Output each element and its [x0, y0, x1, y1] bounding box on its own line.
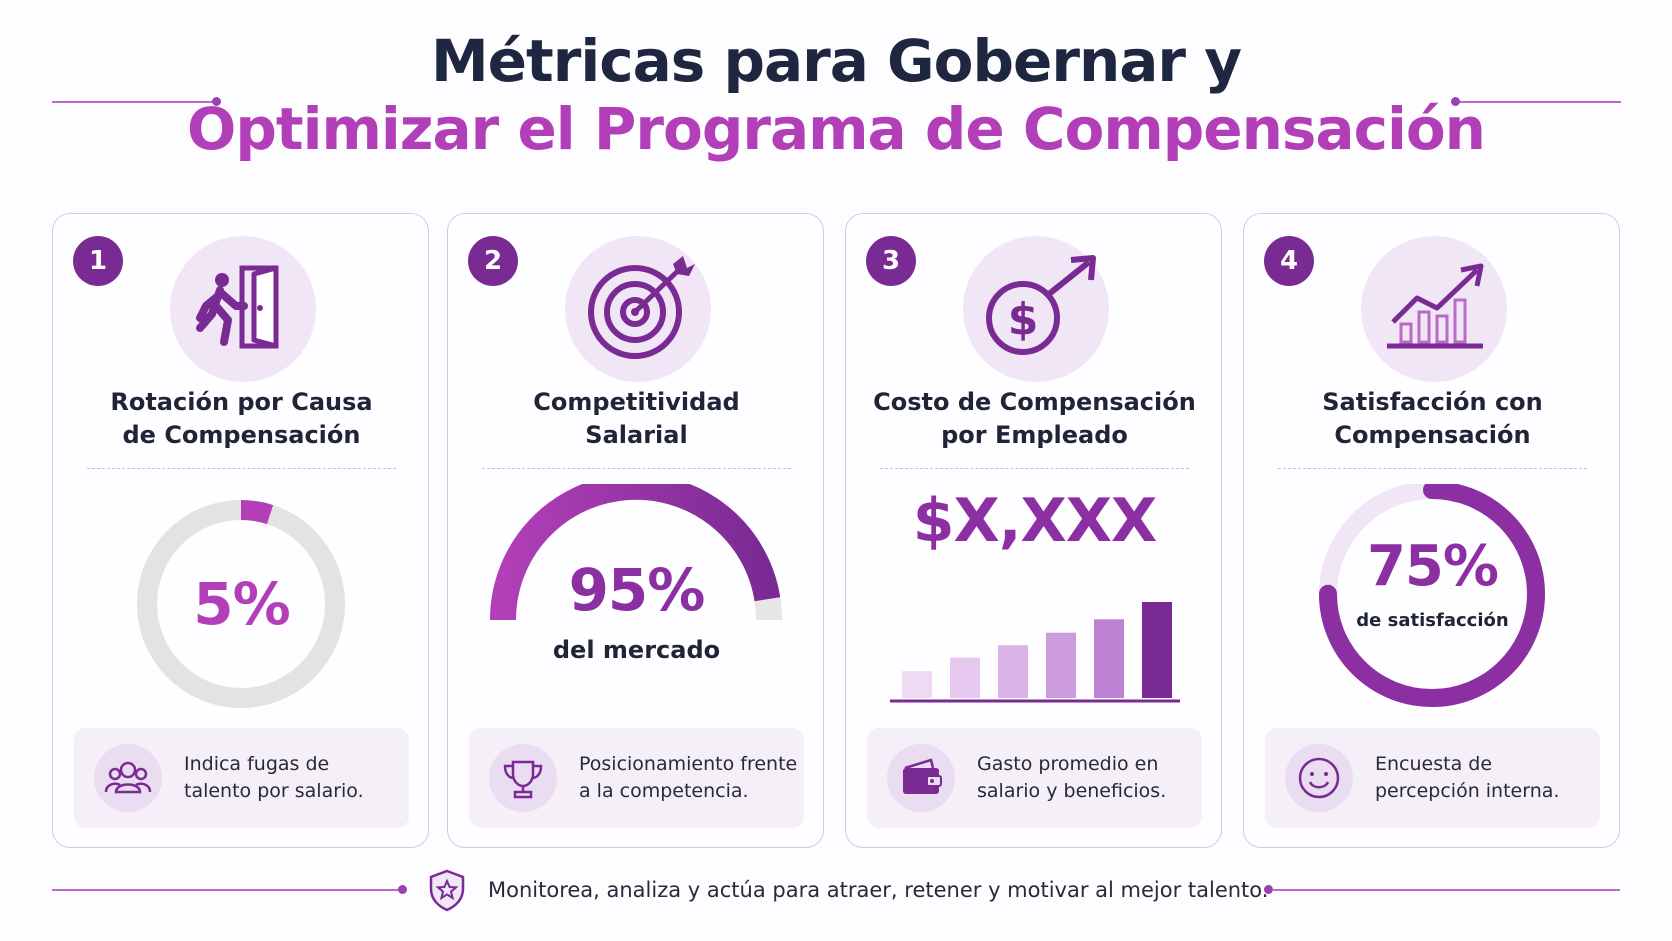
metric-card-cost-per-employee: 3 $ Costo de Compensación por Empleado $…: [845, 213, 1222, 848]
progress-arc: [1319, 481, 1545, 707]
header-left-dot: [212, 97, 221, 106]
bottom-tagline: Monitorea, analiza y actúa para atraer, …: [488, 878, 1269, 902]
shield-star-icon: [424, 867, 470, 913]
card-description: Gasto promedio en salario y beneficios.: [867, 728, 1202, 828]
card-description-text: Encuesta de percepción interna.: [1375, 753, 1560, 802]
metric-value: 75%: [1366, 534, 1499, 599]
page-header: Métricas para Gobernar y Optimizar el Pr…: [0, 28, 1672, 164]
card-title: Costo de Compensación por Empleado: [873, 388, 1196, 449]
card-divider: [87, 468, 396, 469]
metric-caption: de satisfacción: [1356, 610, 1509, 631]
card-title: Competitividad Salarial: [533, 388, 740, 449]
card-number-badge: 2: [468, 236, 518, 286]
card-number-badge: 1: [73, 236, 123, 286]
header-right-dot: [1451, 97, 1460, 106]
people-group-icon: [94, 744, 162, 812]
wallet-icon: [887, 744, 955, 812]
metric-card-turnover: 1 Rotación por Causa de Compensación 5%: [52, 213, 429, 848]
cost-bar: [1142, 602, 1172, 698]
card-description: Posicionamiento frente a la competencia.: [469, 728, 804, 828]
card-divider: [880, 468, 1189, 469]
bottom-banner: Monitorea, analiza y actúa para atraer, …: [0, 866, 1672, 916]
bottom-right-line: [1272, 889, 1620, 891]
page-title-line1: Métricas para Gobernar y: [430, 27, 1242, 95]
header-right-line: [1456, 101, 1621, 103]
metric-value: 5%: [193, 570, 290, 638]
target-arrow-icon: [565, 236, 711, 382]
card-divider: [1278, 468, 1587, 469]
turnover-ring-chart: 5%: [53, 484, 430, 734]
trophy-icon: [489, 744, 557, 812]
page-title-line2: Optimizar el Programa de Compensación: [187, 95, 1486, 163]
progress-arc: [489, 473, 781, 621]
cost-bar: [950, 657, 980, 698]
card-description-text: Posicionamiento frente a la competencia.: [579, 753, 798, 802]
cost-bar: [1094, 619, 1124, 698]
metric-value: $X,XXX: [912, 486, 1158, 556]
metric-caption: del mercado: [552, 636, 721, 664]
dollar-growth-icon: $: [963, 236, 1109, 382]
growth-chart-icon: [1361, 236, 1507, 382]
header-left-line: [52, 101, 217, 103]
card-number-badge: 3: [866, 236, 916, 286]
card-divider: [482, 468, 791, 469]
bottom-right-dot: [1264, 885, 1273, 894]
card-description: Indica fugas de talento por salario.: [74, 728, 409, 828]
satisfaction-ring-chart: 75% de satisfacción: [1244, 481, 1621, 734]
metric-card-competitiveness: 2 Competitividad Salarial 95% del me: [447, 213, 824, 848]
bottom-left-line: [52, 889, 400, 891]
person-exit-door-icon: [170, 236, 316, 382]
card-description-text: Indica fugas de talento por salario.: [184, 753, 364, 802]
card-description-text: Gasto promedio en salario y beneficios.: [977, 753, 1167, 802]
cost-bar: [1046, 632, 1076, 698]
cost-bar: [998, 645, 1028, 698]
card-title: Rotación por Causa de Compensación: [110, 388, 373, 449]
progress-arc: [137, 500, 345, 708]
card-number-badge: 4: [1264, 236, 1314, 286]
metric-card-satisfaction: 4 Satisfacción con Compensación 75% de s…: [1243, 213, 1620, 848]
card-description: Encuesta de percepción interna.: [1265, 728, 1600, 828]
competitiveness-gauge-chart: 95% del mercado: [448, 473, 825, 734]
svg-text:$: $: [1008, 294, 1039, 345]
cost-bar-chart: $X,XXX: [846, 484, 1223, 734]
cost-bar: [902, 671, 932, 698]
bottom-left-dot: [398, 885, 407, 894]
card-title: Satisfacción con Compensación: [1322, 388, 1543, 449]
smiley-icon: [1285, 744, 1353, 812]
metric-value: 95%: [568, 556, 706, 624]
